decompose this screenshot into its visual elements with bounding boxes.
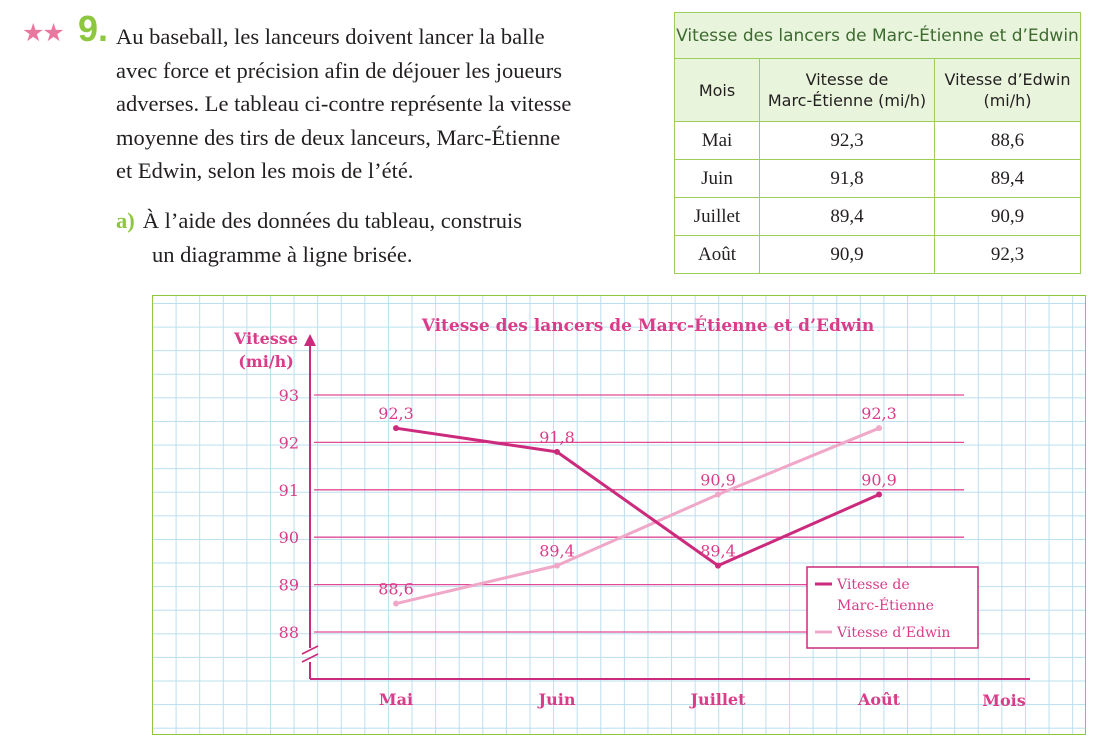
table-row: Juin 91,8 89,4 (674, 159, 1081, 198)
data-point (876, 425, 882, 432)
y-tick-label: 90 (279, 528, 299, 547)
data-table: Vitesse des lancers de Marc-Étienne et d… (674, 12, 1081, 274)
sub-question-a: a) À l’aide des données du tableau, const… (116, 204, 522, 271)
question-statement: Au baseball, les lanceurs doivent lancer… (116, 20, 661, 188)
data-label: 91,8 (539, 428, 575, 447)
statement-line: et Edwin, selon les mois de l’été. (116, 158, 414, 183)
table-row: Août 90,9 92,3 (674, 235, 1081, 274)
legend-box (806, 566, 979, 649)
series-line (395, 426, 880, 606)
chart-legend: Vitesse de Marc-Étienne Vitesse d’Edwin (806, 566, 979, 649)
table-header-mois: Mois (674, 58, 760, 122)
statement-line: Au baseball, les lanceurs doivent lancer… (116, 24, 545, 49)
y-tick-label: 88 (279, 623, 299, 642)
data-label: 90,9 (861, 471, 897, 490)
x-tick-label: Juillet (688, 690, 746, 709)
data-point (715, 491, 721, 498)
y-axis-unit: (mi/h) (238, 352, 294, 371)
y-tick-label: 89 (279, 576, 299, 595)
graph-paper (152, 295, 1086, 735)
chart-title: Vitesse des lancers de Marc-Étienne et d… (421, 315, 875, 336)
y-axis-label: Vitesse (233, 329, 298, 348)
sub-question-label: a) (116, 208, 135, 233)
statement-line: moyenne des tirs de deux lanceurs, Marc-… (116, 124, 561, 150)
data-label: 88,6 (378, 580, 414, 599)
data-label: 89,4 (539, 542, 575, 561)
table-title: Vitesse des lancers de Marc-Étienne et d… (674, 12, 1081, 59)
y-tick-label: 93 (279, 386, 299, 405)
axis-break-icon (301, 645, 319, 663)
sub-question-text: À l’aide des données du tableau, constru… (142, 208, 523, 233)
legend-label-marc: Vitesse de (836, 577, 910, 593)
data-point (876, 491, 882, 498)
data-point (554, 448, 560, 455)
data-label: 90,9 (700, 471, 736, 490)
series-line (395, 426, 880, 568)
difficulty-stars-icon: ★★ (22, 18, 65, 47)
x-axis-label: Mois (982, 691, 1025, 710)
data-point (554, 562, 560, 569)
table-header-edwin: Vitesse d’Edwin (mi/h) (934, 58, 1081, 122)
statement-line: adverses. Le tableau ci-contre représent… (116, 91, 572, 116)
data-label: 92,3 (378, 404, 414, 423)
data-label: 89,4 (700, 542, 736, 561)
data-label: 92,3 (861, 404, 897, 423)
y-tick-label: 92 (279, 433, 299, 452)
legend-label-edwin: Vitesse d’Edwin (836, 625, 950, 641)
x-tick-label: Août (857, 690, 901, 709)
table-row: Mai 92,3 88,6 (674, 121, 1081, 160)
y-axis-arrow-icon (304, 334, 316, 346)
sub-question-text: un diagramme à ligne brisée. (152, 241, 413, 267)
table-row: Juillet 89,4 90,9 (674, 197, 1081, 236)
data-point (393, 600, 399, 607)
data-point (715, 562, 721, 569)
legend-label-marc-2: Marc-Étienne (837, 596, 934, 614)
question-number: 9. (78, 8, 109, 49)
y-tick-label: 91 (279, 481, 299, 500)
data-point (393, 425, 399, 432)
statement-line: avec force et précision afin de déjouer … (116, 57, 563, 83)
x-tick-label: Juin (537, 690, 576, 709)
x-tick-label: Mai (379, 690, 413, 709)
